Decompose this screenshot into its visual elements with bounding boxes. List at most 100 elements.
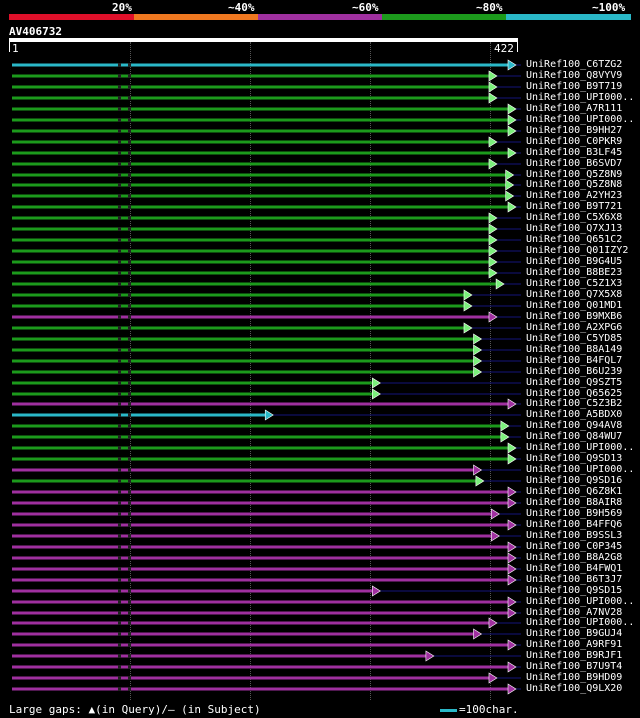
- hit-arrow: [507, 552, 517, 564]
- hit-name[interactable]: UniRef100_Q9SD16: [526, 475, 623, 486]
- gap-marker: [118, 293, 121, 297]
- hit-name[interactable]: UniRef100_C5YD85: [526, 333, 623, 344]
- hit-arrow: [491, 530, 500, 542]
- gap-marker: [128, 315, 131, 319]
- hit-name[interactable]: UniRef100_A2YH23: [526, 190, 623, 201]
- hit-arrow: [372, 388, 381, 400]
- gap-marker: [118, 501, 121, 505]
- hit-name[interactable]: UniRef100_A7NV28: [526, 607, 623, 618]
- gap-marker: [128, 665, 131, 669]
- gap-marker: [128, 567, 131, 571]
- gap-marker: [128, 621, 131, 625]
- hit-name[interactable]: UniRef100_B6U239: [526, 366, 623, 377]
- hit-name[interactable]: UniRef100_UPI000..: [526, 596, 635, 607]
- hit-name[interactable]: UniRef100_A9RF91: [526, 639, 623, 650]
- hit-name[interactable]: UniRef100_Q9SD15: [526, 585, 623, 596]
- gap-marker: [118, 556, 121, 560]
- hit-name[interactable]: UniRef100_B3LF45: [526, 147, 623, 158]
- hit-name[interactable]: UniRef100_Q9LX20: [526, 683, 623, 694]
- hit-name[interactable]: UniRef100_B9HD09: [526, 672, 623, 683]
- gap-marker: [118, 151, 121, 155]
- legend-label-60: ~60%: [352, 1, 379, 14]
- hit-name[interactable]: UniRef100_B8BE23: [526, 267, 623, 278]
- hit-name[interactable]: UniRef100_Q65625: [526, 388, 623, 399]
- gap-marker: [118, 260, 121, 264]
- hit-arrow: [463, 322, 473, 334]
- hit-name[interactable]: UniRef100_A5BDX0: [526, 409, 623, 420]
- hit-name[interactable]: UniRef100_B8AIR8: [526, 497, 623, 508]
- hit-name[interactable]: UniRef100_Q5Z8N8: [526, 179, 623, 190]
- gaps-legend: Large gaps: ▲(in Query)/– (in Subject): [9, 703, 261, 716]
- hit-name[interactable]: UniRef100_Q9SZT5: [526, 377, 623, 388]
- hit-name[interactable]: UniRef100_B9RJF1: [526, 650, 623, 661]
- hit-name[interactable]: UniRef100_UPI000..: [526, 442, 635, 453]
- hit-arrow: [372, 377, 381, 389]
- gap-marker: [128, 96, 131, 100]
- hit-name[interactable]: UniRef100_C0PKR9: [526, 136, 623, 147]
- hit-name[interactable]: UniRef100_UPI000..: [526, 617, 635, 628]
- gap-marker: [128, 413, 131, 417]
- hit-arrow: [505, 169, 515, 181]
- legend-bar-20: [9, 14, 134, 20]
- gap-marker: [118, 567, 121, 571]
- gap-marker: [118, 118, 121, 122]
- hit-name[interactable]: UniRef100_B9SSL3: [526, 530, 623, 541]
- hit-arrow: [488, 212, 498, 224]
- hit-name[interactable]: UniRef100_B6T3J7: [526, 574, 623, 585]
- hit-name[interactable]: UniRef100_Q01IZY2: [526, 245, 629, 256]
- gap-marker: [128, 194, 131, 198]
- hit-name[interactable]: UniRef100_C5Z3B2: [526, 398, 623, 409]
- gap-marker: [128, 227, 131, 231]
- gap-marker: [128, 468, 131, 472]
- hit-name[interactable]: UniRef100_B9HH27: [526, 125, 623, 136]
- hit-name[interactable]: UniRef100_B9T719: [526, 81, 623, 92]
- hit-name[interactable]: UniRef100_UPI000..: [526, 114, 635, 125]
- hit-name[interactable]: UniRef100_Q5Z8N9: [526, 169, 623, 180]
- hit-name[interactable]: UniRef100_B4FWQ1: [526, 563, 623, 574]
- gap-marker: [118, 392, 121, 396]
- gap-marker: [118, 512, 121, 516]
- hit-name[interactable]: UniRef100_B7U9T4: [526, 661, 623, 672]
- gap-marker: [128, 424, 131, 428]
- hit-name[interactable]: UniRef100_B9T721: [526, 201, 623, 212]
- hit-name[interactable]: UniRef100_B6SVD7: [526, 158, 623, 169]
- hit-name[interactable]: UniRef100_Q7X5X8: [526, 289, 623, 300]
- hit-name[interactable]: UniRef100_Q651C2: [526, 234, 623, 245]
- hit-name[interactable]: UniRef100_UPI000..: [526, 92, 635, 103]
- gap-marker: [118, 315, 121, 319]
- hit-name[interactable]: UniRef100_Q7XJ13: [526, 223, 623, 234]
- hit-name[interactable]: UniRef100_Q9SD13: [526, 453, 623, 464]
- hit-name[interactable]: UniRef100_B8A2G8: [526, 552, 623, 563]
- hit-arrow: [488, 311, 498, 323]
- hit-name[interactable]: UniRef100_Q6Z8K1: [526, 486, 623, 497]
- legend-bar-80: [382, 14, 506, 20]
- hit-name[interactable]: UniRef100_B8A149: [526, 344, 623, 355]
- hit-name[interactable]: UniRef100_UPI000..: [526, 464, 635, 475]
- hit-arrow: [507, 683, 517, 695]
- hit-arrow: [488, 158, 498, 170]
- hit-name[interactable]: UniRef100_B4FQL7: [526, 355, 623, 366]
- hit-arrow: [507, 541, 517, 553]
- hit-name[interactable]: UniRef100_C5X6X8: [526, 212, 623, 223]
- hit-arrow: [488, 245, 498, 257]
- hit-name[interactable]: UniRef100_Q01MD1: [526, 300, 623, 311]
- hit-name[interactable]: UniRef100_Q94AV8: [526, 420, 623, 431]
- hit-name[interactable]: UniRef100_B9GUJ4: [526, 628, 623, 639]
- hit-name[interactable]: UniRef100_A2XPG6: [526, 322, 623, 333]
- hit-name[interactable]: UniRef100_B9MXB6: [526, 311, 623, 322]
- hit-name[interactable]: UniRef100_B9G4U5: [526, 256, 623, 267]
- gap-marker: [128, 359, 131, 363]
- hit-name[interactable]: UniRef100_C5Z1X3: [526, 278, 623, 289]
- hit-name[interactable]: UniRef100_B9H569: [526, 508, 623, 519]
- query-id: AV406732: [9, 25, 62, 38]
- gap-marker: [128, 479, 131, 483]
- hit-arrow: [507, 398, 517, 410]
- hit-name[interactable]: UniRef100_C6TZG2: [526, 59, 623, 70]
- query-start-label: 1: [12, 42, 19, 55]
- hit-name[interactable]: UniRef100_C0P345: [526, 541, 623, 552]
- hit-name[interactable]: UniRef100_Q84WU7: [526, 431, 623, 442]
- hit-name[interactable]: UniRef100_B4FFQ6: [526, 519, 623, 530]
- hit-name[interactable]: UniRef100_Q8VYV9: [526, 70, 623, 81]
- hit-name[interactable]: UniRef100_A7R111: [526, 103, 623, 114]
- gap-marker: [118, 381, 121, 385]
